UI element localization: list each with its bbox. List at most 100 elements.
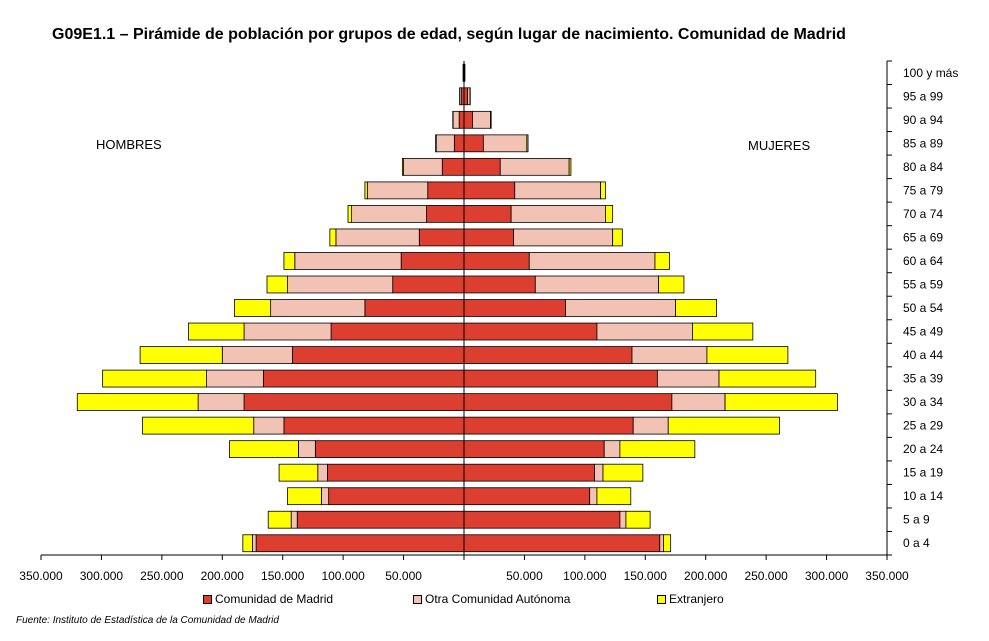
legend-item-madrid: Comunidad de Madrid (203, 592, 333, 606)
bar-mujeres-madrid-16 (463, 157, 501, 176)
bar-hombres-madrid-6 (243, 393, 465, 411)
age-group-label-11: 55 a 59 (903, 277, 943, 291)
bar-hombres-extranjero-2 (287, 487, 322, 506)
bar-mujeres-extranjero-4 (619, 440, 696, 459)
bar-mujeres-otra-16 (499, 157, 570, 176)
source-note: Fuente: Instituto de Estadística de la C… (16, 615, 279, 626)
bar-mujeres-madrid-5 (463, 416, 634, 435)
x-tick-label-4: 150.000 (261, 569, 305, 583)
age-group-label-8: 40 a 44 (903, 348, 943, 362)
legend-label-madrid: Comunidad de Madrid (215, 592, 334, 606)
bar-mujeres-madrid-0 (463, 534, 661, 553)
bar-mujeres-extranjero-5 (667, 416, 780, 435)
bar-hombres-extranjero-9 (188, 322, 245, 341)
bar-hombres-otra-3 (317, 463, 328, 482)
bar-hombres-madrid-7 (262, 369, 465, 388)
bar-hombres-otra-15 (366, 181, 429, 200)
bar-mujeres-madrid-7 (463, 369, 658, 388)
bar-mujeres-otra-6 (671, 393, 726, 411)
women-side-label: MUJERES (748, 138, 811, 153)
bar-hombres-otra-11 (287, 275, 394, 294)
bar-mujeres-madrid-3 (463, 463, 595, 482)
bar-hombres-otra-4 (298, 440, 316, 459)
bar-hombres-extranjero-4 (229, 440, 299, 459)
legend-item-otra: Otra Comunidad Autónoma (413, 592, 570, 606)
bar-mujeres-extranjero-15 (600, 181, 606, 200)
bar-hombres-madrid-11 (392, 275, 465, 294)
age-group-label-5: 25 a 29 (903, 419, 943, 433)
bar-mujeres-madrid-19 (463, 87, 469, 106)
age-group-label-12: 60 a 64 (903, 254, 943, 268)
age-group-label-6: 30 a 34 (903, 395, 943, 409)
age-group-label-14: 70 a 74 (903, 207, 943, 221)
age-group-label-17: 85 a 89 (903, 136, 943, 150)
x-tick-label-13: 300.000 (805, 569, 849, 583)
x-tick-label-3: 200.000 (201, 569, 245, 583)
bar-hombres-madrid-14 (426, 205, 465, 223)
age-group-label-4: 20 a 24 (903, 442, 943, 456)
bar-hombres-otra-18 (452, 110, 460, 129)
age-group-label-2: 10 a 14 (903, 489, 943, 503)
legend-label-otra: Otra Comunidad Autónoma (425, 592, 571, 606)
bar-hombres-madrid-2 (328, 487, 465, 506)
bar-hombres-extranjero-10 (233, 299, 272, 317)
bar-hombres-otra-5 (253, 416, 285, 435)
bar-hombres-extranjero-0 (242, 534, 253, 553)
age-group-label-10: 50 a 54 (903, 301, 943, 315)
bar-mujeres-extranjero-8 (706, 346, 789, 364)
bar-mujeres-madrid-9 (463, 322, 598, 341)
age-group-label-20: 100 y más (903, 66, 958, 80)
bar-mujeres-otra-8 (631, 346, 708, 364)
bar-mujeres-extranjero-16 (568, 157, 572, 176)
legend-swatch-extranjero (657, 594, 666, 604)
bar-mujeres-otra-0 (659, 534, 664, 553)
men-side-label: HOMBRES (96, 137, 162, 152)
bar-hombres-madrid-17 (453, 134, 465, 153)
bar-hombres-madrid-9 (330, 322, 465, 341)
x-tick-label-12: 250.000 (744, 569, 788, 583)
bar-mujeres-extranjero-2 (596, 487, 632, 506)
bar-hombres-madrid-12 (400, 252, 465, 270)
bar-hombres-madrid-15 (427, 181, 465, 200)
bar-hombres-otra-1 (290, 510, 298, 529)
x-tick-label-14: 350.000 (865, 569, 909, 583)
bar-mujeres-extranjero-6 (724, 393, 838, 411)
bar-mujeres-extranjero-14 (605, 205, 614, 223)
bar-mujeres-extranjero-10 (675, 299, 717, 317)
bar-hombres-extranjero-5 (142, 416, 255, 435)
bar-hombres-otra-10 (270, 299, 366, 317)
bar-hombres-otra-6 (197, 393, 245, 411)
bar-mujeres-extranjero-18 (490, 110, 492, 129)
bar-hombres-otra-8 (221, 346, 293, 364)
bar-hombres-otra-14 (351, 205, 427, 223)
age-group-label-19: 95 a 99 (903, 89, 943, 103)
bar-mujeres-madrid-2 (463, 487, 591, 506)
chart-legend: Comunidad de Madrid Otra Comunidad Autón… (0, 592, 989, 608)
bar-mujeres-madrid-14 (463, 205, 512, 223)
bar-hombres-madrid-10 (364, 299, 465, 317)
bar-hombres-otra-7 (206, 369, 264, 388)
bar-hombres-otra-17 (435, 134, 455, 153)
axes-group: 0 a 4 5 a 9 10 a 14 15 a 19 20 a 24 25 a 29 30… (19, 60, 958, 583)
bar-hombres-otra-0 (252, 534, 257, 553)
bar-hombres-extranjero-11 (266, 275, 288, 294)
bar-hombres-madrid-0 (255, 534, 465, 553)
bar-mujeres-extranjero-7 (718, 369, 817, 388)
bar-hombres-extranjero-17 (435, 134, 437, 153)
x-tick-label-0: 350.000 (19, 569, 63, 583)
age-group-label-3: 15 a 19 (903, 466, 943, 480)
bar-mujeres-madrid-15 (463, 181, 516, 200)
age-group-label-7: 35 a 39 (903, 372, 943, 386)
bar-mujeres-otra-17 (482, 134, 528, 153)
legend-swatch-madrid (203, 594, 212, 604)
bar-hombres-otra-13 (335, 228, 420, 247)
bar-mujeres-otra-10 (565, 299, 676, 317)
legend-swatch-otra (413, 594, 422, 604)
bar-mujeres-madrid-11 (463, 275, 536, 294)
age-group-label-15: 75 a 79 (903, 183, 943, 197)
bar-mujeres-otra-18 (472, 110, 491, 129)
x-tick-label-8: 50.000 (506, 569, 543, 583)
age-group-label-1: 5 a 9 (903, 513, 930, 527)
bar-mujeres-extranjero-12 (654, 252, 670, 270)
bar-hombres-madrid-18 (458, 110, 465, 129)
